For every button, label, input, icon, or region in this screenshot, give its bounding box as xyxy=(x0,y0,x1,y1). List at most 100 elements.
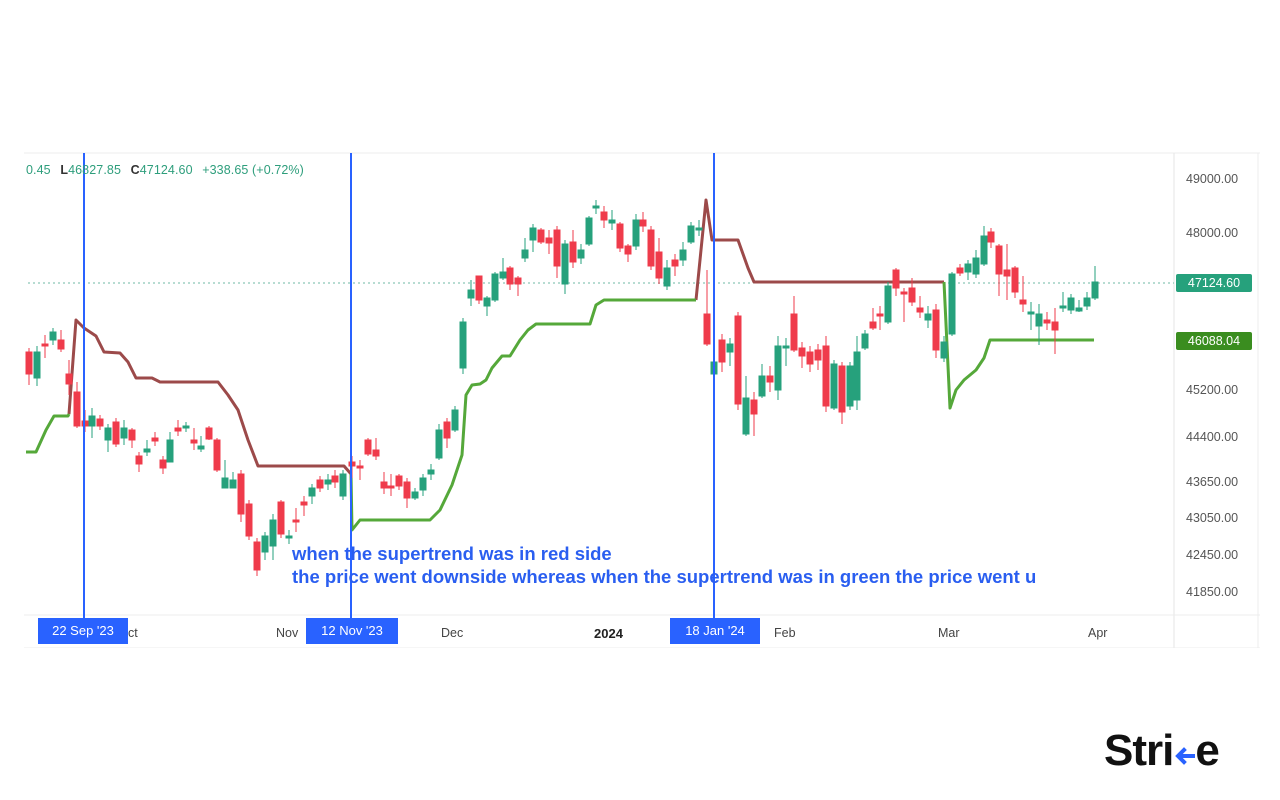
candle xyxy=(1019,276,1027,312)
candle xyxy=(814,344,822,370)
candle xyxy=(182,422,190,432)
candle xyxy=(846,362,854,410)
candle xyxy=(506,266,514,290)
candle xyxy=(467,280,475,306)
price-tick: 48000.00 xyxy=(1186,226,1239,240)
candle xyxy=(529,224,537,252)
candle xyxy=(639,212,647,232)
chart-canvas[interactable] xyxy=(24,152,1260,648)
candle xyxy=(514,276,522,296)
annotation-line-2: the price went downside whereas when the… xyxy=(292,566,1037,587)
candle xyxy=(1027,302,1035,330)
legend-close-value: 47124.60 xyxy=(139,163,193,177)
candle xyxy=(940,336,948,362)
candle xyxy=(545,230,553,254)
candle xyxy=(718,334,726,372)
candle xyxy=(948,272,956,336)
candle xyxy=(483,296,491,316)
logo-text-end: e xyxy=(1195,726,1220,775)
candle xyxy=(758,364,766,398)
candle xyxy=(499,258,507,280)
arrow-left-icon xyxy=(1175,747,1196,765)
time-tick: Dec xyxy=(441,626,464,640)
candle xyxy=(112,418,120,447)
candle xyxy=(269,514,277,560)
candle xyxy=(1051,308,1059,354)
candle xyxy=(537,228,545,244)
candle xyxy=(443,418,451,448)
candle xyxy=(1075,300,1083,312)
time-tick: Feb xyxy=(774,626,796,640)
candle xyxy=(1059,292,1067,312)
candle xyxy=(57,330,65,352)
candle xyxy=(774,336,782,400)
candle xyxy=(726,338,734,366)
time-tick: Nov xyxy=(276,626,299,640)
candle xyxy=(798,342,806,368)
candle xyxy=(73,382,81,428)
candle xyxy=(356,460,364,480)
candle xyxy=(956,264,964,276)
supertrend-up-line xyxy=(26,281,1094,532)
candle xyxy=(600,206,608,228)
candle xyxy=(33,346,41,386)
candle xyxy=(88,408,96,438)
candle xyxy=(592,200,600,214)
candle xyxy=(695,220,703,236)
candle xyxy=(135,452,143,472)
supertrend-down-line xyxy=(67,198,944,475)
candle xyxy=(491,272,499,302)
candle xyxy=(687,222,695,244)
candle xyxy=(120,420,128,445)
candle xyxy=(521,238,529,262)
candle xyxy=(245,500,253,540)
candle xyxy=(159,456,167,474)
candle xyxy=(1003,244,1011,300)
time-tick-year: 2024 xyxy=(594,626,623,641)
candle xyxy=(253,538,261,576)
legend-close-key: C xyxy=(130,163,140,177)
candle xyxy=(285,530,293,544)
candle xyxy=(1035,304,1043,345)
chart-frame xyxy=(24,152,1260,648)
candle xyxy=(387,474,395,496)
candle xyxy=(972,250,980,278)
candle xyxy=(553,226,561,278)
candle xyxy=(427,464,435,480)
candle xyxy=(924,306,932,328)
candle xyxy=(663,260,671,290)
candle xyxy=(277,500,285,538)
candle xyxy=(364,438,372,456)
legend-low-key: L xyxy=(60,163,69,177)
candle xyxy=(300,496,308,516)
legend-high-partial: 0.45 xyxy=(26,163,51,177)
candle xyxy=(916,296,924,318)
candle xyxy=(213,438,221,472)
price-tick: 41850.00 xyxy=(1186,585,1239,599)
date-marker-tag: 12 Nov '23 xyxy=(306,618,398,644)
candle xyxy=(324,474,332,490)
candle xyxy=(128,428,136,448)
candle xyxy=(608,210,616,230)
candle xyxy=(900,288,908,322)
time-tick: Apr xyxy=(1088,626,1108,640)
candle xyxy=(1091,266,1099,300)
candle xyxy=(475,275,483,304)
time-tick: Mar xyxy=(938,626,960,640)
candle xyxy=(995,244,1003,296)
candle xyxy=(331,470,339,488)
candle xyxy=(25,348,33,385)
candle xyxy=(853,336,861,410)
candle xyxy=(96,415,104,430)
candle xyxy=(459,318,467,374)
candle xyxy=(806,346,814,372)
last-price-tag: 47124.60 xyxy=(1176,274,1252,292)
candle xyxy=(577,244,585,264)
candle xyxy=(908,278,916,306)
candle xyxy=(647,226,655,270)
candle xyxy=(632,214,640,250)
candle xyxy=(861,330,869,350)
candle xyxy=(671,254,679,276)
candle xyxy=(339,470,347,500)
candle xyxy=(229,472,237,489)
